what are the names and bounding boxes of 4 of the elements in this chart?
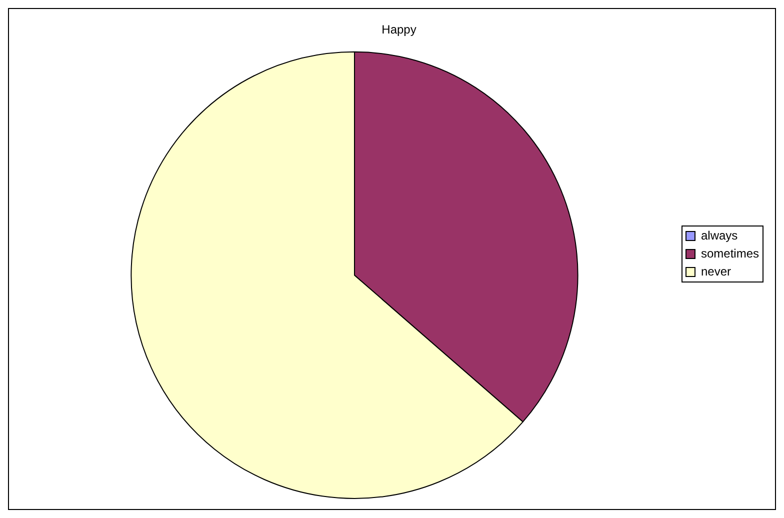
chart-title: Happy: [382, 22, 416, 37]
legend-label: always: [700, 228, 738, 242]
legend-label: never: [700, 264, 732, 278]
legend-label: sometimes: [700, 246, 759, 260]
